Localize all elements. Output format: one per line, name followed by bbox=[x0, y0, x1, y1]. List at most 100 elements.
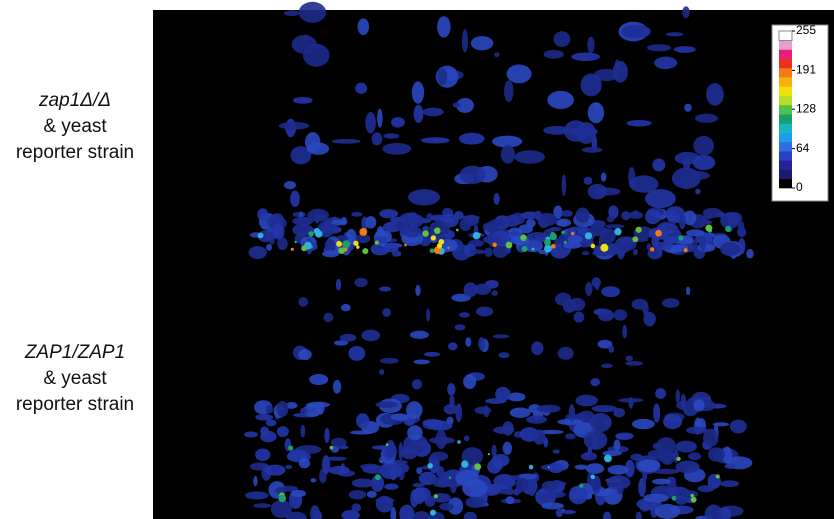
blob bbox=[688, 452, 701, 460]
blob bbox=[590, 413, 612, 432]
blob bbox=[703, 429, 718, 447]
blob bbox=[362, 330, 381, 342]
blob bbox=[515, 478, 528, 492]
blob bbox=[671, 245, 677, 253]
hot-spot bbox=[473, 232, 480, 239]
blob bbox=[333, 380, 341, 394]
hot-spot bbox=[716, 474, 720, 478]
blob bbox=[365, 216, 376, 229]
blob bbox=[503, 442, 512, 455]
blob bbox=[329, 466, 350, 475]
blob bbox=[510, 231, 519, 235]
hot-spot bbox=[571, 232, 574, 235]
hot-spot bbox=[548, 466, 550, 468]
blob bbox=[569, 298, 586, 311]
blob bbox=[679, 213, 686, 229]
blob bbox=[509, 475, 521, 480]
hot-spot bbox=[438, 239, 444, 245]
blob bbox=[501, 145, 515, 164]
blob bbox=[379, 287, 391, 292]
blob bbox=[526, 415, 547, 423]
hot-spot bbox=[544, 245, 552, 253]
blob bbox=[463, 374, 476, 389]
blob bbox=[257, 208, 268, 221]
hot-spot bbox=[359, 228, 367, 236]
blob bbox=[447, 383, 455, 395]
blob bbox=[528, 481, 536, 496]
blob bbox=[382, 308, 391, 317]
blob bbox=[504, 215, 521, 227]
hot-spot bbox=[278, 495, 286, 503]
colorbar-swatch bbox=[779, 133, 792, 143]
blob bbox=[643, 494, 668, 503]
blob bbox=[244, 431, 258, 437]
blob bbox=[465, 337, 471, 347]
blob bbox=[384, 243, 399, 253]
blob bbox=[403, 226, 422, 238]
hot-spot bbox=[330, 446, 334, 450]
colorbar-tick-label: 64 bbox=[796, 141, 810, 155]
hot-spot bbox=[678, 235, 683, 240]
blob bbox=[548, 462, 563, 473]
hot-spot bbox=[488, 453, 490, 455]
blob bbox=[455, 470, 478, 486]
blob bbox=[686, 286, 690, 295]
blob bbox=[349, 490, 366, 499]
blob bbox=[459, 312, 470, 317]
blob bbox=[558, 347, 574, 360]
blob bbox=[462, 29, 468, 53]
blob bbox=[498, 352, 509, 358]
blob bbox=[279, 122, 309, 130]
blob bbox=[323, 313, 333, 322]
blob bbox=[436, 430, 447, 449]
blob bbox=[575, 465, 588, 470]
blob bbox=[647, 44, 671, 51]
hot-spot bbox=[725, 226, 731, 232]
blob bbox=[266, 244, 272, 251]
blob bbox=[424, 352, 440, 357]
hot-spot bbox=[404, 244, 407, 247]
blob bbox=[455, 324, 466, 330]
hot-spot bbox=[614, 228, 621, 235]
blob bbox=[348, 346, 365, 361]
blob bbox=[543, 126, 570, 135]
hot-spot bbox=[529, 465, 533, 469]
blob bbox=[656, 437, 675, 455]
blob bbox=[469, 249, 488, 254]
hot-spot bbox=[579, 484, 583, 488]
colorbar-swatch bbox=[779, 123, 792, 133]
blob bbox=[483, 235, 502, 243]
blob bbox=[544, 50, 564, 59]
blob bbox=[700, 236, 706, 251]
blob bbox=[637, 459, 660, 472]
hot-spot bbox=[308, 231, 314, 237]
hot-spot bbox=[525, 239, 527, 241]
blob bbox=[298, 349, 311, 360]
blob bbox=[362, 465, 387, 473]
blob bbox=[309, 374, 328, 385]
blob bbox=[265, 233, 273, 240]
hot-spot bbox=[336, 241, 342, 247]
figure: zap1Δ/Δ & yeast reporter strain ZAP1/ZAP… bbox=[0, 0, 834, 519]
blob bbox=[276, 401, 288, 417]
colorbar-swatch bbox=[779, 40, 792, 50]
blob bbox=[549, 227, 561, 231]
hot-spot bbox=[449, 476, 452, 479]
blob bbox=[379, 369, 384, 374]
hot-spot bbox=[447, 247, 449, 249]
blob bbox=[412, 483, 425, 487]
blob bbox=[421, 137, 450, 143]
blob bbox=[582, 147, 603, 153]
hot-spot bbox=[561, 231, 565, 235]
blob bbox=[331, 438, 347, 448]
blob bbox=[491, 290, 497, 296]
colorbar-swatch bbox=[779, 151, 792, 161]
blob bbox=[356, 413, 369, 428]
colorbar-swatch bbox=[779, 31, 792, 41]
hot-spot bbox=[258, 233, 264, 239]
hot-spot bbox=[461, 460, 468, 467]
blob bbox=[377, 109, 382, 128]
blob bbox=[553, 450, 560, 454]
micrograph bbox=[153, 10, 834, 519]
blob bbox=[410, 490, 418, 508]
